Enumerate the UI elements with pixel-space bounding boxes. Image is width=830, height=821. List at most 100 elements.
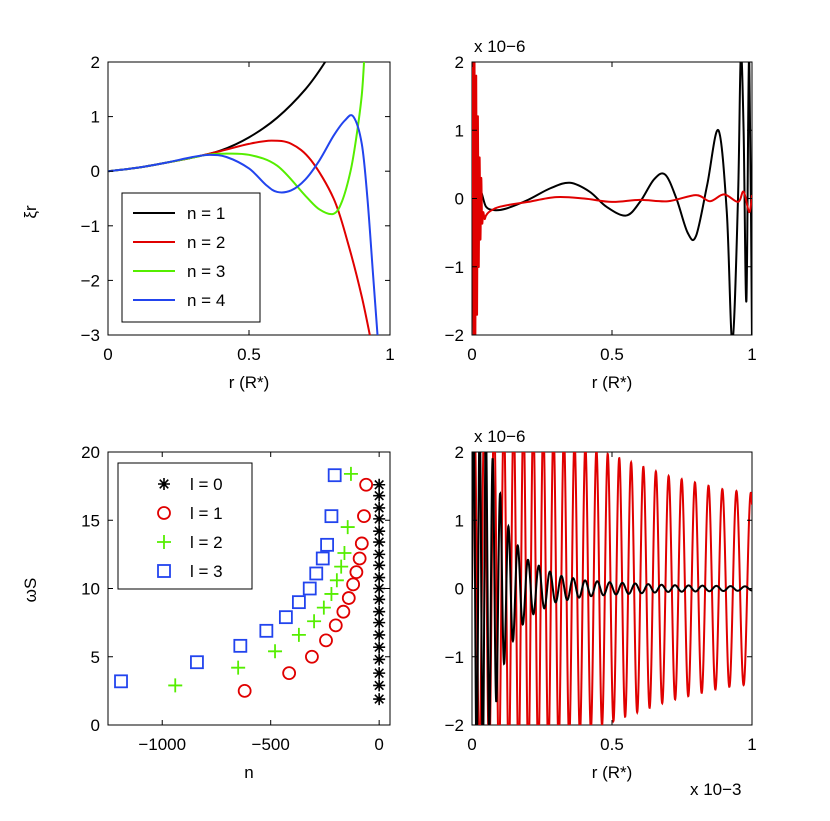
point-asterisk: [373, 489, 386, 502]
y-tick-label: 0: [455, 580, 464, 599]
point-plus: [168, 678, 183, 693]
point-plus: [231, 660, 246, 675]
x-tick-label: 0.5: [600, 345, 624, 364]
y-tick-label: 1: [455, 511, 464, 530]
point-plus: [324, 586, 339, 601]
legend-label-n1: n = 1: [187, 204, 225, 223]
point-circle: [237, 683, 252, 698]
legend-label-l1: l = 1: [190, 504, 223, 523]
ticks-bottom-right: 0 0.5 1 −2 −1 0 1 2: [445, 443, 757, 754]
point-square: [278, 610, 293, 625]
point-asterisk: [373, 512, 386, 525]
point-square: [309, 566, 324, 581]
x-axis-label-bottom-right: r (R*): [592, 763, 633, 782]
point-plus: [268, 644, 283, 659]
markers-bottom-left: [114, 466, 386, 706]
y-tick-label: 2: [455, 443, 464, 462]
y-tick-label: 0: [455, 190, 464, 209]
y-tick-label: −1: [445, 648, 464, 667]
point-circle: [282, 666, 297, 681]
point-circle: [346, 577, 361, 592]
point-plus: [316, 600, 331, 615]
x-tick-label: 1: [385, 345, 394, 364]
y-tick-label: −1: [81, 217, 100, 236]
x-tick-label: 0.5: [600, 735, 624, 754]
x-tick-label: 0.5: [237, 345, 261, 364]
point-circle: [349, 565, 364, 580]
y-tick-label: −2: [445, 326, 464, 345]
point-asterisk: [373, 653, 386, 666]
series-line-black: [472, 62, 752, 335]
point-square: [259, 623, 274, 638]
x-tick-label: 0: [467, 735, 476, 754]
point-plus: [329, 573, 344, 588]
point-square: [324, 509, 339, 524]
y-tick-label: −2: [445, 716, 464, 735]
y-tick-label: −1: [445, 258, 464, 277]
legend-top-left: n = 1 n = 2 n = 3 n = 4: [121, 192, 261, 323]
point-asterisk: [373, 525, 386, 538]
y-tick-label: 2: [91, 53, 100, 72]
y-tick-label: 20: [81, 443, 100, 462]
legend-label-l3: l = 3: [190, 562, 223, 581]
y-tick-label: −3: [81, 326, 100, 345]
x-scale-label-bottom-right: x 10−3: [690, 780, 742, 799]
point-circle: [319, 633, 333, 648]
series-line-red: [472, 452, 752, 725]
y-tick-label: 0: [91, 716, 100, 735]
y-scale-label-bottom-right: x 10−6: [474, 427, 526, 446]
panel-top-right: 0 0.5 1 −2 −1 0 1 2 r (R*) x 10−6: [445, 37, 757, 392]
point-asterisk: [373, 501, 386, 514]
legend-label-n2: n = 2: [187, 233, 225, 252]
x-tick-label: 1: [747, 345, 756, 364]
x-tick-label: 0: [467, 345, 476, 364]
point-circle: [357, 509, 371, 524]
point-asterisk: [373, 593, 386, 606]
point-asterisk: [373, 693, 386, 706]
point-square: [114, 674, 128, 689]
legend-marker-asterisk: [158, 478, 170, 490]
y-tick-label: 10: [81, 580, 100, 599]
point-plus: [307, 614, 322, 629]
legend-marker-plus: [157, 535, 171, 549]
y-tick-label: 15: [81, 511, 100, 530]
point-asterisk: [373, 582, 386, 595]
x-tick-label: −1000: [138, 735, 186, 754]
point-asterisk: [373, 478, 386, 491]
ticks-top-right: 0 0.5 1 −2 −1 0 1 2: [445, 53, 757, 364]
point-circle: [305, 649, 319, 664]
point-circle: [359, 477, 374, 492]
point-asterisk: [373, 616, 386, 629]
point-square: [302, 581, 317, 596]
y-tick-label: 0: [91, 162, 100, 181]
legend-label-n4: n = 4: [187, 291, 225, 310]
point-circle: [352, 551, 367, 566]
x-axis-label-top-right: r (R*): [592, 373, 633, 392]
x-tick-label: 0: [374, 735, 383, 754]
lines-top-right: [472, 62, 752, 335]
y-axis-label-top-left: ξr: [21, 205, 40, 219]
series-line-red: [472, 62, 752, 335]
legend-markers-bottom-left: [157, 478, 171, 578]
legend-label-n3: n = 3: [187, 262, 225, 281]
point-circle: [328, 618, 343, 633]
axes-frame-top-right: [471, 61, 753, 336]
series-line-black: [472, 452, 752, 725]
point-square: [315, 551, 330, 566]
point-plus: [343, 466, 358, 481]
x-tick-label: 0: [103, 345, 112, 364]
y-tick-label: −2: [81, 271, 100, 290]
point-plus: [340, 520, 355, 535]
point-square: [327, 468, 342, 483]
lines-bottom-right: [472, 452, 752, 725]
y-tick-label: 1: [91, 108, 100, 127]
point-asterisk: [373, 667, 386, 680]
point-square: [291, 595, 306, 610]
legend-marker-square: [157, 564, 171, 578]
point-asterisk: [373, 548, 386, 561]
panel-bottom-left: −1000 −500 0 0 5 10 15 20 n ωS l = 0 l = 1 l = …: [21, 443, 391, 782]
point-asterisk: [373, 559, 386, 572]
x-tick-label: 1: [747, 735, 756, 754]
point-circle: [354, 536, 369, 551]
